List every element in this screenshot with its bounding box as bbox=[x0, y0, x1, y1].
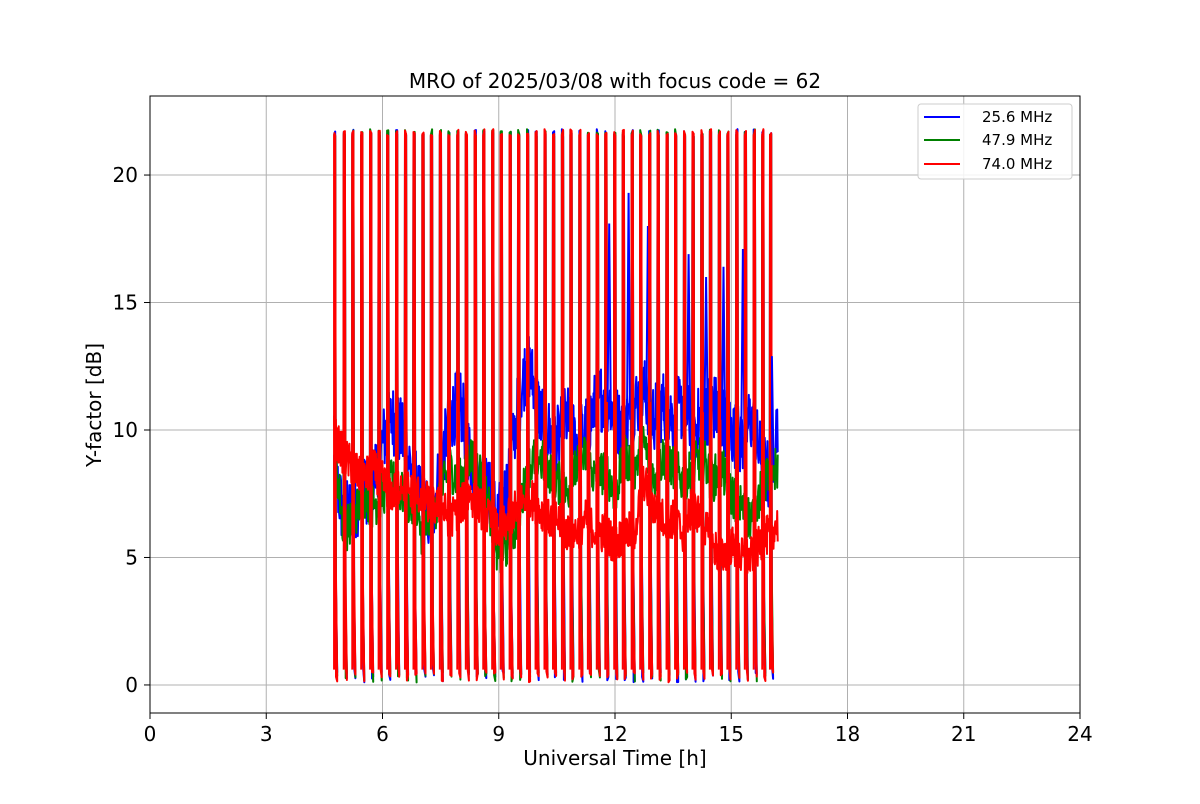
x-tick-label: 18 bbox=[835, 722, 860, 746]
y-tick-label: 20 bbox=[113, 163, 138, 187]
legend-label-25-6: 25.6 MHz bbox=[982, 108, 1052, 126]
legend: 25.6 MHz 47.9 MHz 74.0 MHz bbox=[917, 103, 1073, 180]
series-74-0-mhz bbox=[333, 128, 779, 684]
x-tick-label: 9 bbox=[492, 722, 505, 746]
data-series bbox=[333, 128, 779, 684]
y-tick-label: 5 bbox=[125, 545, 138, 569]
blue-peak bbox=[606, 223, 612, 403]
y-tick-label: 15 bbox=[113, 291, 138, 315]
blue-peak bbox=[626, 192, 632, 420]
x-tick-label: 6 bbox=[376, 722, 389, 746]
blue-peak bbox=[703, 276, 709, 413]
x-tick-label: 12 bbox=[602, 722, 627, 746]
blue-peak bbox=[721, 266, 726, 420]
y-tick-label: 0 bbox=[125, 673, 138, 697]
x-tick-label: 3 bbox=[260, 722, 273, 746]
x-tick-label: 24 bbox=[1067, 722, 1092, 746]
y-axis-label: Y-factor [dB] bbox=[82, 343, 106, 468]
axis-ticks: 0 3 6 9 12 15 18 21 24 0 5 10 15 20 bbox=[113, 163, 1093, 746]
red-calibration-overlay bbox=[333, 134, 771, 670]
legend-label-74-0: 74.0 MHz bbox=[982, 155, 1052, 173]
x-tick-label: 21 bbox=[951, 722, 976, 746]
blue-peak bbox=[686, 254, 692, 420]
y-tick-label: 10 bbox=[113, 418, 138, 442]
x-tick-label: 0 bbox=[144, 722, 157, 746]
chart-title: MRO of 2025/03/08 with focus code = 62 bbox=[409, 69, 821, 93]
x-tick-label: 15 bbox=[719, 722, 744, 746]
legend-box bbox=[917, 103, 1073, 180]
x-axis-label: Universal Time [h] bbox=[523, 746, 706, 770]
legend-label-47-9: 47.9 MHz bbox=[982, 131, 1052, 149]
